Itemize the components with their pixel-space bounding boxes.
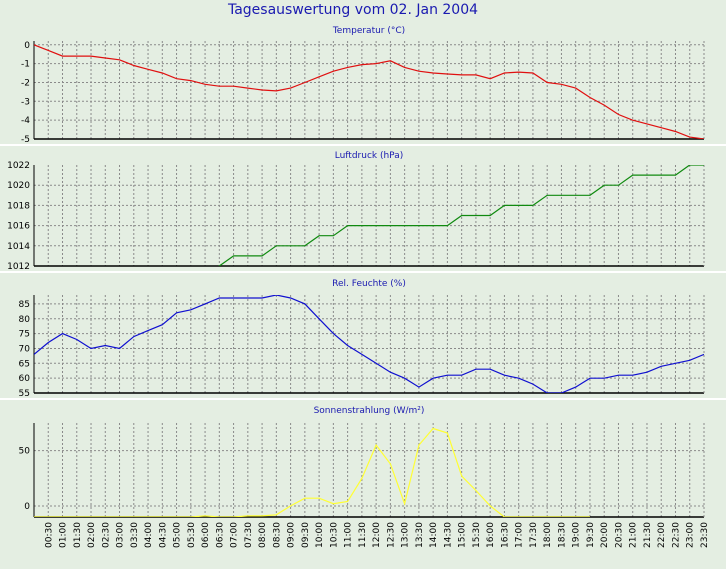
x-tick-label: 03:00 [116,522,126,548]
x-tick-label: 08:00 [258,522,268,548]
y-tick-label: 0 [24,41,30,51]
y-tick-label: 80 [19,315,31,325]
y-tick-label: 65 [19,359,30,369]
x-tick-label: 04:00 [144,522,154,548]
y-tick-label: -4 [21,116,30,126]
y-tick-label: 1012 [7,262,30,272]
x-tick-label: 18:30 [557,522,567,548]
chart-panel-2: Luftdruck (hPa) 1022 1020 1018 1016 1014 1012 [0,151,726,273]
x-tick-label: 11:00 [344,522,354,548]
x-tick-label: 15:30 [472,522,482,548]
y-tick-label: -2 [21,78,30,88]
series-line-1 [218,165,704,266]
y-tick-label: 70 [19,344,31,354]
x-tick-label: 02:00 [87,522,97,548]
x-tick-label: 14:00 [429,522,439,548]
x-tick-label: 19:30 [586,522,596,548]
y-tick-label: 75 [19,330,30,340]
panel-title: Temperatur (°C) [332,26,405,36]
y-tick-label: 1016 [7,222,30,232]
y-tick-label: 0 [24,502,30,512]
x-tick-label: 09:00 [287,522,297,548]
x-tick-label: 13:00 [401,522,411,548]
x-tick-label: 21:00 [629,522,639,548]
x-tick-label: 07:30 [244,522,254,548]
y-tick-label: 50 [19,447,31,457]
x-tick-label: 20:00 [600,522,610,548]
x-tick-label: 22:30 [671,522,681,548]
x-tick-label: 22:00 [657,522,667,548]
x-tick-label: 21:30 [643,522,653,548]
x-tick-label: 03:30 [130,522,140,548]
panel-title: Sonnenstrahlung (W/m²) [314,406,425,416]
x-tick-label: 17:00 [515,522,525,548]
x-tick-label: 01:30 [73,522,83,548]
y-tick-label: 55 [19,389,30,399]
y-tick-label: 85 [19,300,30,310]
series-line-1 [34,427,590,517]
x-tick-label: 12:30 [386,522,396,548]
x-tick-label: 04:30 [158,522,168,548]
x-tick-label: 02:30 [101,522,111,548]
x-tick-label: 20:30 [614,522,624,548]
page-title: Tagesauswertung vom 02. Jan 2004 [227,2,478,18]
y-tick-label: 1020 [7,181,30,191]
panel-title: Rel. Feuchte (%) [332,279,406,289]
x-tick-label: 00:30 [44,522,54,548]
x-tick-label: 01:00 [59,522,69,548]
x-tick-label: 13:30 [415,522,425,548]
y-tick-label: 60 [19,374,31,384]
chart-panel-1: Temperatur (°C) 0 -1 -2 -3 -4 -5 [0,26,726,146]
x-tick-label: 06:00 [201,522,211,548]
y-tick-label: 1018 [7,201,30,211]
panel-title: Luftdruck (hPa) [335,151,404,161]
x-tick-label: 16:00 [486,522,496,548]
x-tick-label: 23:00 [686,522,696,548]
x-tick-label: 15:00 [458,522,468,548]
y-tick-label: -1 [21,60,30,70]
x-tick-label: 16:30 [500,522,510,548]
x-tick-label: 11:30 [358,522,368,548]
x-tick-label: 19:00 [572,522,582,548]
series-line-1 [34,44,704,139]
x-tick-label: 05:30 [187,522,197,548]
y-tick-label: -3 [21,97,30,107]
x-tick-label: 18:00 [543,522,553,548]
x-tick-label: 14:30 [443,522,453,548]
y-tick-label: 1022 [7,161,30,171]
y-tick-label: -5 [21,135,30,145]
x-tick-label: 23:30 [700,522,710,548]
x-tick-label: 17:30 [529,522,539,548]
x-tick-label: 09:30 [301,522,311,548]
series-line-1 [34,295,704,393]
chart-panel-4: Sonnenstrahlung (W/m²) 50 0 00:30 01:00 01:30… [19,406,710,548]
x-tick-label: 06:30 [215,522,225,548]
x-tick-label: 10:30 [329,522,339,548]
x-tick-label: 07:00 [230,522,240,548]
y-tick-label: 1014 [7,242,30,252]
x-tick-label: 10:00 [315,522,325,548]
chart-panel-3: Rel. Feuchte (%) 85 80 75 70 65 60 55 [0,279,726,400]
x-tick-label: 08:30 [272,522,282,548]
x-tick-label: 05:00 [173,522,183,548]
x-tick-label: 12:00 [372,522,382,548]
